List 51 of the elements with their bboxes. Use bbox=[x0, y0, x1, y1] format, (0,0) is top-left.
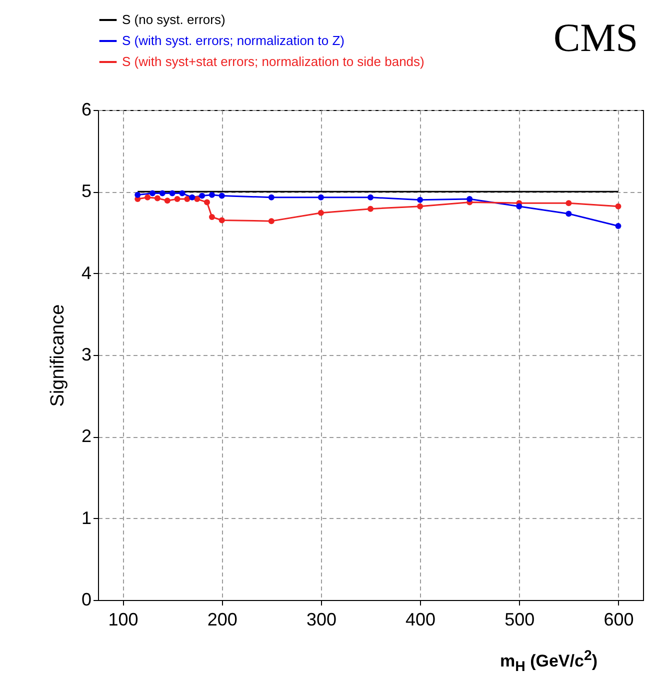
y-tick-label: 2 bbox=[81, 426, 92, 446]
point bbox=[189, 194, 196, 200]
point bbox=[194, 196, 200, 202]
point bbox=[516, 203, 522, 210]
point bbox=[417, 196, 424, 203]
point bbox=[268, 194, 274, 200]
point bbox=[318, 194, 324, 200]
y-tick-label: 4 bbox=[81, 262, 92, 283]
y-axis-title: Significance bbox=[47, 304, 68, 407]
y-tick-label: 0 bbox=[81, 590, 92, 610]
x-tick-label: 500 bbox=[504, 610, 535, 630]
point bbox=[368, 206, 374, 212]
point bbox=[208, 192, 215, 198]
point bbox=[417, 203, 424, 210]
y-tick-label: 5 bbox=[81, 181, 92, 202]
point bbox=[208, 214, 215, 220]
point bbox=[566, 200, 572, 206]
point bbox=[184, 196, 190, 202]
point bbox=[169, 190, 176, 196]
point bbox=[268, 218, 274, 224]
point bbox=[368, 194, 374, 200]
x-tick-label: 100 bbox=[108, 610, 138, 630]
point bbox=[134, 192, 141, 198]
point bbox=[218, 217, 225, 224]
y-tick-label: 1 bbox=[81, 508, 92, 528]
text: CMS bbox=[554, 14, 638, 61]
x-tick-label: 200 bbox=[207, 610, 238, 630]
point bbox=[318, 210, 324, 216]
point bbox=[204, 199, 210, 206]
point bbox=[199, 192, 206, 199]
point bbox=[144, 194, 151, 200]
legend-label: S (with syst+stat errors; normalization to side bands) bbox=[122, 54, 424, 69]
point bbox=[150, 190, 156, 196]
legend-label: S (with syst. errors; normalization to Z) bbox=[122, 33, 344, 48]
point bbox=[164, 198, 170, 204]
point bbox=[566, 210, 572, 217]
y-tick-label: 3 bbox=[81, 344, 92, 364]
point bbox=[466, 196, 473, 202]
point bbox=[218, 192, 225, 199]
point bbox=[179, 190, 186, 196]
point bbox=[615, 222, 622, 229]
point bbox=[154, 195, 160, 202]
x-tick-label: 300 bbox=[306, 610, 336, 630]
x-tick-label: 600 bbox=[604, 610, 634, 630]
point bbox=[159, 190, 166, 196]
point bbox=[615, 203, 622, 210]
legend-label: S (no syst. errors) bbox=[122, 12, 226, 27]
x-tick-label: 400 bbox=[406, 610, 436, 630]
x-axis-title: m$_{H}$ (GeV/c$^{2}$) bbox=[500, 648, 598, 676]
y-tick-label: 6 bbox=[81, 100, 92, 120]
point bbox=[174, 196, 180, 202]
